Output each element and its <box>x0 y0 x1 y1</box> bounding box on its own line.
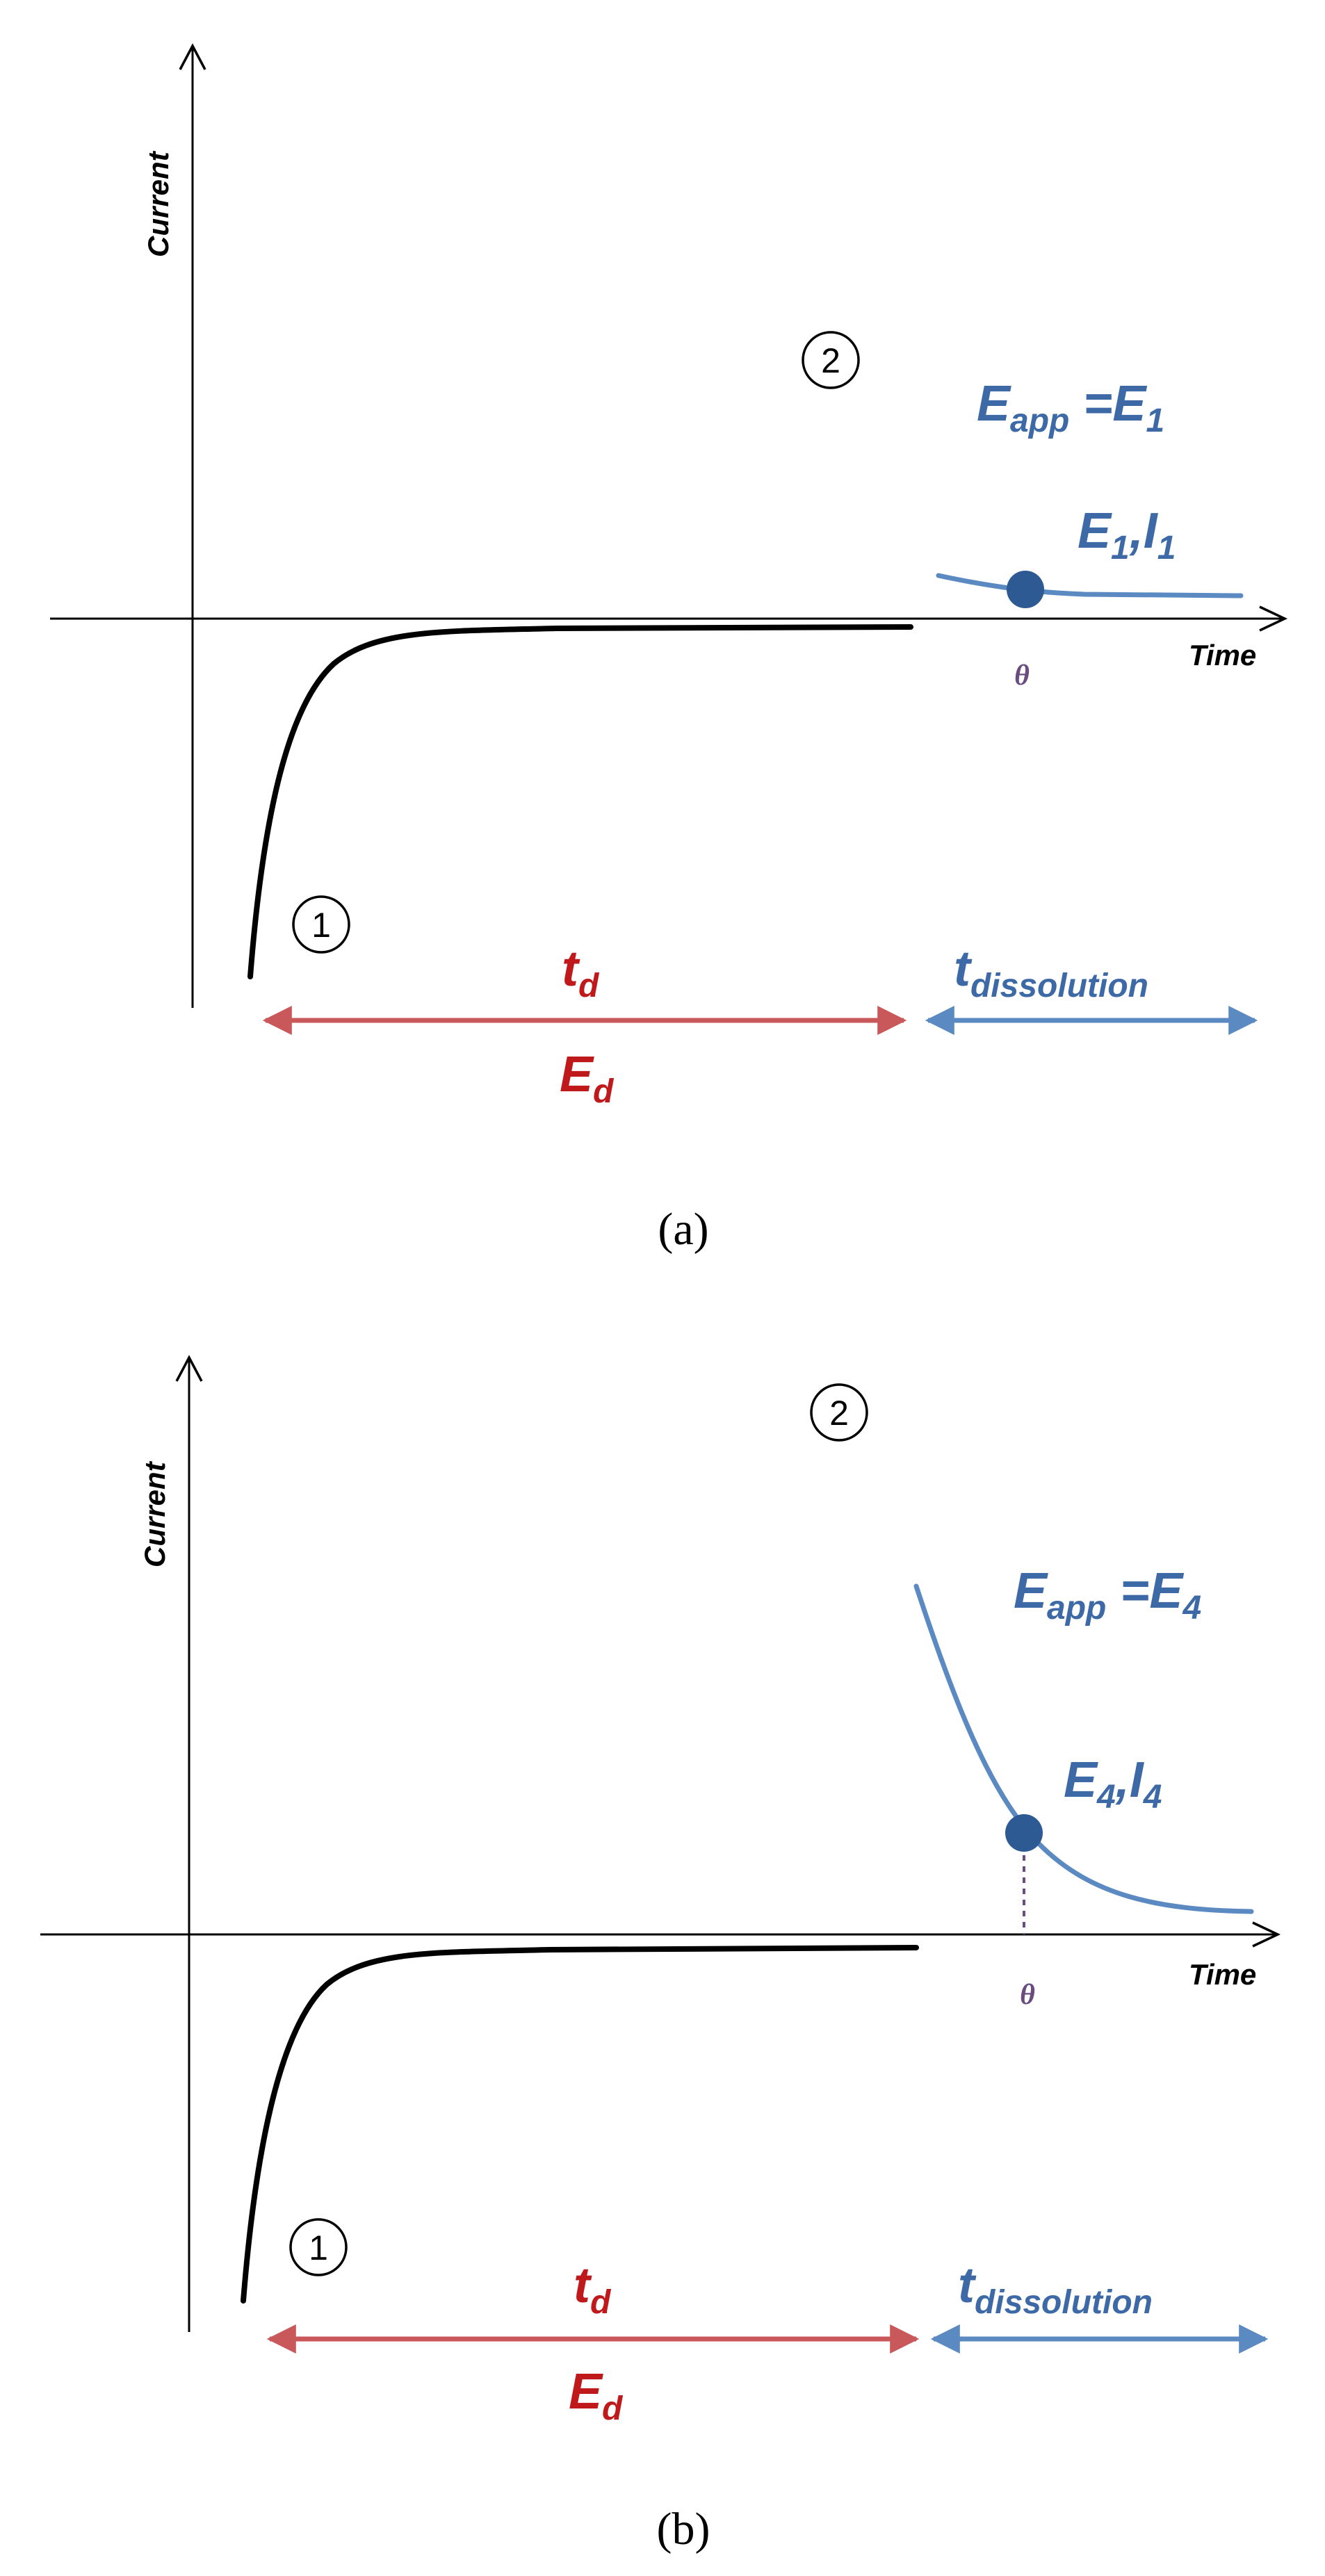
dissolution-time-label: tdissolution <box>958 2258 1153 2321</box>
x-axis-arrowhead <box>1259 605 1288 632</box>
step-1-marker <box>289 2218 348 2276</box>
y-axis-arrowhead <box>175 1355 203 1382</box>
x-axis-label: Time <box>1189 639 1256 671</box>
deposition-time-label: td <box>562 941 600 1004</box>
step-2-marker <box>810 1383 868 1442</box>
dissolution-current-curve <box>913 1583 1254 1914</box>
panel-b: Current Time 1 2 Eapp =E4 E4,I4 θ td Ed <box>40 1355 1281 2554</box>
deposition-current-curve <box>247 624 913 979</box>
deposition-potential-label: Ed <box>569 2364 624 2427</box>
step-1-number: 1 <box>309 2228 328 2267</box>
deposition-potential-label: Ed <box>560 1047 615 1110</box>
point-label: E1,I1 <box>1078 503 1176 566</box>
dissolution-time-label: tdissolution <box>954 941 1148 1004</box>
y-axis-arrowhead <box>179 43 206 70</box>
y-axis-label: Current <box>142 150 174 257</box>
theta-label: θ <box>1014 660 1030 692</box>
x-axis-arrowhead <box>1252 1921 1281 1948</box>
measurement-point <box>1007 571 1044 608</box>
step-2-number: 2 <box>821 341 840 380</box>
panel-a: Current Time 1 2 Eapp =E1 E1,I1 θ td Ed <box>50 43 1288 1255</box>
panel-caption: (b) <box>657 2504 710 2554</box>
measurement-point <box>1005 1814 1043 1852</box>
applied-potential-label: Eapp =E4 <box>1014 1563 1201 1627</box>
step-1-marker <box>292 895 350 954</box>
x-axis-label: Time <box>1189 1958 1256 1991</box>
deposition-current-curve <box>241 1945 919 2304</box>
theta-label: θ <box>1020 1979 1035 2011</box>
dissolution-current-curve <box>936 573 1244 598</box>
point-label: E4,I4 <box>1064 1752 1162 1816</box>
step-1-number: 1 <box>311 906 331 945</box>
y-axis-label: Current <box>138 1460 171 1567</box>
panel-caption: (a) <box>658 1204 708 1255</box>
step-2-marker <box>802 331 860 389</box>
applied-potential-label: Eapp =E1 <box>977 376 1164 439</box>
step-2-number: 2 <box>829 1394 849 1433</box>
deposition-time-label: td <box>574 2258 612 2321</box>
